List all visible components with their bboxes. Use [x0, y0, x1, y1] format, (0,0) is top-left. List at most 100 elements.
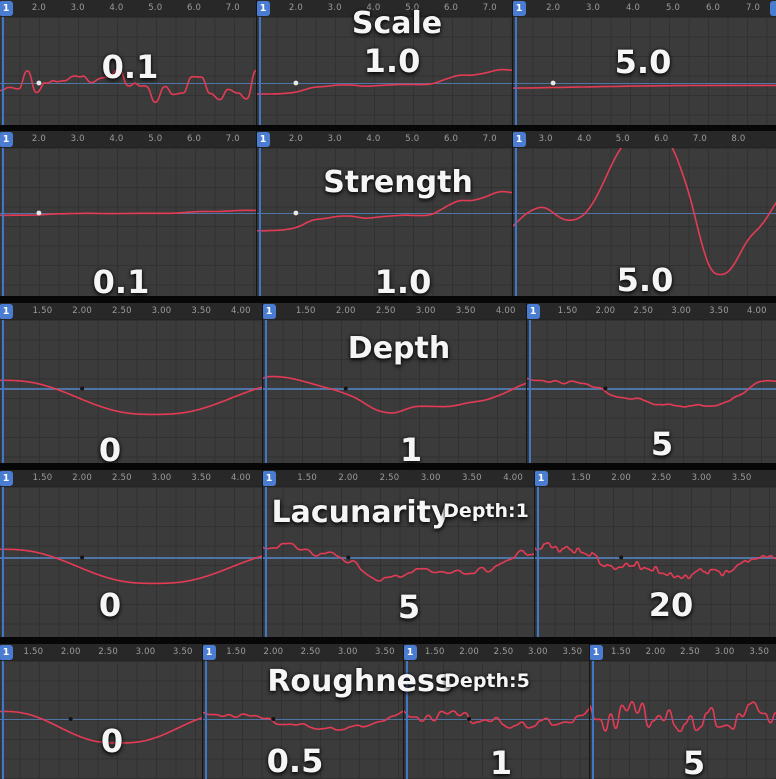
timeline-ruler[interactable]: 2.03.04.05.06.07.01 [0, 0, 256, 17]
keyframe-dot[interactable] [346, 556, 350, 560]
curve-plot[interactable] [404, 661, 589, 779]
noise-fcurve[interactable] [590, 702, 776, 732]
keyframe-dot[interactable] [467, 717, 471, 721]
noise-fcurve[interactable] [263, 377, 526, 413]
curve-plot[interactable] [590, 661, 776, 779]
playhead-marker[interactable]: 1 [513, 1, 526, 16]
keyframe-dot[interactable] [37, 81, 42, 86]
frame-tick-label: 3.00 [671, 306, 691, 316]
keyframe-dot[interactable] [294, 81, 299, 86]
fcurve-canvas[interactable] [0, 148, 256, 296]
playhead-marker[interactable]: 1 [203, 645, 216, 660]
frame-tick-label: 2.50 [376, 306, 396, 316]
playhead-marker[interactable]: 1 [513, 132, 526, 147]
playhead-marker[interactable]: 1 [263, 471, 276, 486]
playhead-marker[interactable]: 1 [257, 132, 270, 147]
noise-fcurve[interactable] [0, 549, 262, 583]
curve-plot[interactable] [263, 487, 534, 637]
curve-panel-roughness-2: 1.502.002.503.003.501 [403, 644, 589, 779]
fcurve-canvas[interactable] [263, 487, 534, 637]
curve-plot[interactable] [203, 661, 403, 779]
fcurve-canvas[interactable] [257, 17, 512, 125]
fcurve-canvas[interactable] [535, 487, 776, 637]
fcurve-canvas[interactable] [513, 148, 776, 296]
curve-plot[interactable] [0, 17, 256, 125]
timeline-ruler[interactable]: 1.502.002.503.003.504.001 [0, 470, 262, 487]
fcurve-canvas[interactable] [257, 148, 512, 296]
keyframe-dot[interactable] [294, 211, 299, 216]
timeline-ruler[interactable]: 1.502.002.503.003.501 [535, 470, 776, 487]
keyframe-dot[interactable] [80, 387, 84, 391]
playhead-marker[interactable]: 1 [404, 645, 417, 660]
curve-plot[interactable] [0, 487, 262, 637]
fcurve-canvas[interactable] [0, 661, 202, 779]
curve-plot[interactable] [0, 661, 202, 779]
frame-tick-label: 3.00 [421, 473, 441, 483]
curve-plot[interactable] [0, 148, 256, 296]
timeline-ruler[interactable]: 1.502.002.503.003.501 [404, 644, 589, 661]
playhead-marker[interactable]: 1 [0, 304, 13, 319]
timeline-ruler[interactable]: 1.502.002.503.003.501 [0, 644, 202, 661]
playhead-marker[interactable]: 1 [590, 645, 603, 660]
playhead-marker[interactable]: 1 [257, 1, 270, 16]
curve-plot[interactable] [257, 148, 512, 296]
fcurve-canvas[interactable] [0, 487, 262, 637]
fcurve-canvas[interactable] [263, 320, 526, 463]
fcurve-canvas[interactable] [0, 17, 256, 125]
playhead-marker[interactable]: 1 [263, 304, 276, 319]
noise-fcurve[interactable] [0, 69, 256, 102]
curve-plot[interactable] [527, 320, 776, 463]
fcurve-canvas[interactable] [203, 661, 403, 779]
curve-plot[interactable] [513, 17, 776, 125]
curve-plot[interactable] [513, 148, 776, 296]
fcurve-canvas[interactable] [513, 17, 776, 125]
timeline-ruler[interactable]: 2.03.04.05.06.07.01 [513, 0, 776, 17]
curve-plot[interactable] [257, 17, 512, 125]
keyframe-dot[interactable] [619, 556, 623, 560]
fcurve-canvas[interactable] [0, 320, 262, 463]
frame-tick-label: 7.0 [483, 134, 497, 144]
timeline-ruler[interactable]: 1.502.002.503.003.504.001 [0, 303, 262, 320]
timeline-ruler[interactable]: 2.03.04.05.06.07.01 [257, 0, 512, 17]
curve-panel-strength-0: 2.03.04.05.06.07.01 [0, 131, 256, 296]
timeline-ruler[interactable]: 2.03.04.05.06.07.01 [257, 131, 512, 148]
timeline-ruler[interactable]: 1.502.002.503.003.501 [203, 644, 403, 661]
keyframe-dot[interactable] [551, 81, 556, 86]
timeline-ruler[interactable]: 1.502.002.503.003.501 [590, 644, 776, 661]
curve-plot[interactable] [0, 320, 262, 463]
fcurve-canvas[interactable] [527, 320, 776, 463]
keyframe-dot[interactable] [603, 387, 607, 391]
noise-fcurve[interactable] [0, 711, 202, 743]
noise-fcurve[interactable] [535, 543, 776, 579]
timeline-ruler[interactable]: 1.502.002.503.003.504.001 [263, 470, 534, 487]
noise-fcurve[interactable] [263, 543, 534, 581]
timeline-ruler[interactable]: 1.502.002.503.003.504.001 [263, 303, 526, 320]
keyframe-dot[interactable] [271, 717, 275, 721]
keyframe-dot[interactable] [344, 387, 348, 391]
playhead-marker[interactable]: 1 [527, 304, 540, 319]
noise-fcurve[interactable] [203, 711, 403, 730]
playhead-marker[interactable]: 1 [0, 645, 13, 660]
playhead-marker[interactable]: 1 [0, 471, 13, 486]
keyframe-dot[interactable] [80, 556, 84, 560]
timeline-ruler[interactable]: 2.03.04.05.06.07.01 [0, 131, 256, 148]
keyframe-dot[interactable] [69, 717, 73, 721]
frame-tick-label: 7.0 [746, 3, 760, 13]
keyframe-dot[interactable] [37, 211, 42, 216]
playhead-marker[interactable]: 1 [0, 1, 13, 16]
noise-fcurve[interactable] [0, 380, 262, 414]
frame-tick-label: 2.0 [32, 3, 46, 13]
playhead-marker[interactable]: 1 [535, 471, 548, 486]
noise-fcurve[interactable] [404, 708, 589, 728]
frame-tick-label: 3.00 [136, 647, 156, 657]
playhead-marker[interactable]: 1 [0, 132, 13, 147]
timeline-ruler[interactable]: 3.04.05.06.07.08.01 [513, 131, 776, 148]
noise-fcurve[interactable] [513, 85, 776, 88]
curve-plot[interactable] [263, 320, 526, 463]
noise-fcurve[interactable] [527, 379, 776, 407]
fcurve-canvas[interactable] [590, 661, 776, 779]
noise-fcurve[interactable] [513, 148, 776, 275]
curve-plot[interactable] [535, 487, 776, 637]
fcurve-canvas[interactable] [404, 661, 589, 779]
timeline-ruler[interactable]: 1.502.002.503.003.504.001 [527, 303, 776, 320]
